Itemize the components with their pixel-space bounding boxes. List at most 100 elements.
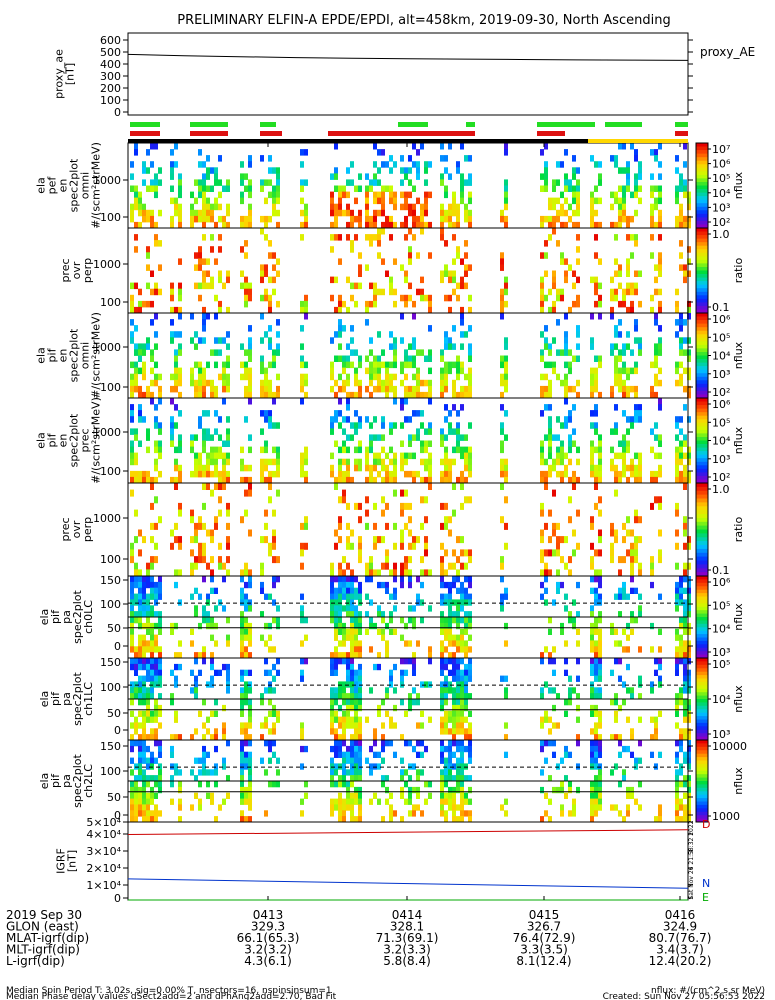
- heatmap-cell: [365, 476, 369, 484]
- heatmap-cell: [354, 775, 358, 782]
- heatmap-cell: [338, 464, 342, 472]
- heatmap-cell: [226, 687, 230, 694]
- heatmap-cell: [634, 367, 638, 375]
- heatmap-cell: [622, 681, 626, 688]
- heatmap-cell: [404, 740, 408, 747]
- heatmap-cell: [468, 658, 472, 665]
- heatmap-cell: [373, 542, 377, 550]
- heatmap-cell: [154, 185, 158, 192]
- heatmap-cell: [214, 745, 218, 753]
- heatmap-cell: [369, 622, 373, 630]
- heatmap-cell: [377, 458, 381, 466]
- heatmap-cell: [240, 617, 244, 624]
- heatmap-cell: [272, 470, 276, 478]
- heatmap-cell: [214, 452, 218, 460]
- heatmap-cell: [650, 149, 654, 156]
- heatmap-cell: [264, 373, 268, 381]
- heatmap-cell: [338, 373, 342, 381]
- heatmap-cell: [504, 179, 508, 186]
- heatmap-cell: [452, 234, 456, 241]
- heatmap-cell: [590, 379, 594, 387]
- colorbar-swatch: [696, 302, 708, 307]
- heatmap-cell: [264, 464, 268, 472]
- heatmap-cell: [300, 149, 304, 156]
- heatmap-cell: [214, 483, 218, 490]
- y-tick-label: 100: [100, 211, 121, 224]
- heatmap-cell: [683, 337, 687, 344]
- heatmap-cell: [240, 611, 244, 618]
- heatmap-cell: [198, 556, 202, 564]
- heatmap-cell: [130, 617, 134, 624]
- heatmap-cell: [610, 349, 614, 356]
- heatmap-cell: [464, 446, 468, 454]
- colorbar-swatch: [696, 729, 708, 734]
- heatmap-cell: [560, 810, 564, 817]
- heatmap-cell: [268, 240, 272, 247]
- heatmap-cell: [358, 221, 362, 229]
- heatmap-cell: [240, 786, 244, 794]
- heatmap-cell: [240, 792, 244, 799]
- heatmap-cell: [354, 300, 358, 308]
- heatmap-cell: [393, 337, 397, 344]
- heatmap-cell: [365, 458, 369, 466]
- heatmap-cell: [190, 734, 194, 741]
- heatmap-cell: [630, 751, 634, 758]
- heatmap-cell: [146, 215, 150, 223]
- heatmap-cell: [440, 798, 444, 805]
- heatmap-cell: [675, 581, 679, 589]
- heatmap-cell: [373, 434, 377, 441]
- heatmap-cell: [138, 681, 142, 688]
- heatmap-cell: [622, 646, 626, 653]
- heatmap-cell: [244, 464, 248, 472]
- heatmap-cell: [146, 710, 150, 717]
- heatmap-cell: [408, 798, 412, 805]
- heatmap-cell: [130, 593, 134, 600]
- heatmap-cell: [590, 197, 594, 205]
- heatmap-cell: [198, 191, 202, 199]
- colorbar-swatch: [696, 502, 708, 507]
- heatmap-cell: [194, 611, 198, 618]
- heatmap-cell: [194, 757, 198, 764]
- heatmap-cell: [350, 763, 354, 770]
- heatmap-cell: [614, 355, 618, 362]
- heatmap-cell: [381, 422, 385, 429]
- heatmap-cell: [456, 367, 460, 375]
- heatmap-cell: [170, 434, 174, 441]
- heatmap-cell: [330, 775, 334, 782]
- heatmap-cell: [420, 599, 424, 606]
- colorbar-tick-label: 10³: [712, 728, 730, 741]
- heatmap-cell: [244, 252, 248, 259]
- heatmap-cell: [544, 757, 548, 764]
- heatmap-cell: [138, 775, 142, 782]
- heatmap-cell: [460, 699, 464, 706]
- heatmap-cell: [456, 605, 460, 612]
- heatmap-cell: [130, 385, 134, 393]
- heatmap-cell: [210, 587, 214, 594]
- heatmap-cell: [178, 179, 182, 186]
- heatmap-cell: [594, 300, 598, 308]
- heatmap-cell: [210, 470, 214, 478]
- heatmap-cell: [146, 617, 150, 624]
- heatmap-cell: [334, 728, 338, 735]
- heatmap-cell: [610, 343, 614, 350]
- heatmap-cell: [428, 294, 432, 302]
- heatmap-cell: [300, 464, 304, 472]
- heatmap-cell: [358, 252, 362, 259]
- heatmap-cell: [264, 379, 268, 387]
- heatmap-cell: [150, 179, 154, 186]
- heatmap-cell: [428, 476, 432, 484]
- heatmap-cell: [564, 775, 568, 782]
- heatmap-cell: [552, 489, 556, 497]
- heatmap-cell: [170, 398, 174, 405]
- heatmap-cell: [134, 476, 138, 484]
- heatmap-cell: [540, 786, 544, 794]
- heatmap-cell: [456, 693, 460, 700]
- heatmap-cell: [544, 599, 548, 606]
- heatmap-cell: [572, 483, 576, 490]
- heatmap-cell: [448, 464, 452, 472]
- heatmap-cell: [568, 496, 572, 504]
- heatmap-cell: [622, 464, 626, 472]
- heatmap-cell: [630, 549, 634, 557]
- heatmap-cell: [377, 252, 381, 259]
- y-tick-label: 100: [100, 553, 121, 566]
